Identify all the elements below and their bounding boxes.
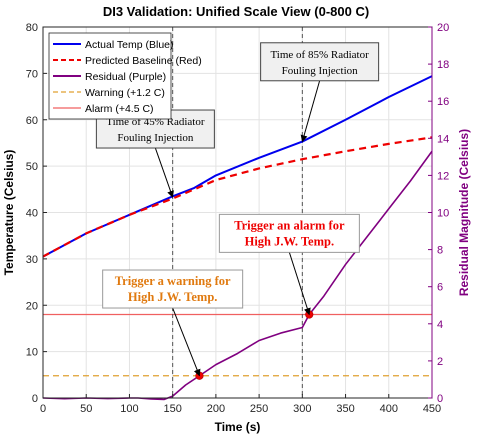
callout-text: Trigger a warning for <box>115 274 231 288</box>
y-left-tick-label: 10 <box>26 347 38 359</box>
x-tick-label: 50 <box>80 403 92 415</box>
y-right-tick-label: 4 <box>437 319 443 331</box>
y-left-tick-label: 50 <box>26 161 38 173</box>
y-axis-left: 0 10 20 30 40 50 60 70 80 <box>26 22 47 405</box>
y-axis-right-label: Residual Magnitude (Celsius) <box>457 129 471 296</box>
y-right-tick-label: 12 <box>437 170 449 182</box>
y-left-tick-label: 0 <box>32 393 38 405</box>
trigger-callout: Trigger a warning for High J.W. Temp. <box>102 269 244 377</box>
y-left-tick-label: 60 <box>26 115 38 127</box>
series-actual-temp-blue <box>42 75 433 258</box>
trigger-callout: Trigger an alarm for High J.W. Temp. <box>218 213 360 316</box>
callout-text: Fouling Injection <box>117 132 194 144</box>
chart-title: DI3 Validation: Unified Scale View (0-80… <box>103 4 369 19</box>
legend-label: Warning (+1.2 C) <box>85 87 165 99</box>
x-axis: 0 50 100 150 200 250 300 350 400 450 <box>40 394 441 415</box>
x-tick-label: 350 <box>336 403 354 415</box>
x-tick-label: 250 <box>250 403 268 415</box>
series-predicted-baseline-red <box>42 136 433 258</box>
legend-label: Actual Temp (Blue) <box>85 39 174 51</box>
trigger-marker <box>305 310 314 319</box>
callout-text: Time of 45% Radiator <box>106 116 205 128</box>
callout-arrow <box>300 80 321 143</box>
reference-lines <box>43 313 432 377</box>
x-tick-label: 0 <box>40 403 46 415</box>
legend-label: Residual (Purple) <box>85 71 166 83</box>
x-tick-label: 400 <box>380 403 398 415</box>
y-right-tick-label: 18 <box>437 59 449 71</box>
y-axis-right: 0 2 4 6 8 10 12 14 16 18 20 <box>428 22 449 405</box>
y-right-tick-label: 14 <box>437 133 449 145</box>
callout-text: High J.W. Temp. <box>128 290 218 304</box>
x-tick-label: 450 <box>423 403 441 415</box>
y-right-tick-label: 0 <box>437 393 443 405</box>
callout-box <box>260 42 380 82</box>
note-callout: Time of 85% Radiator Fouling Injection <box>260 42 380 143</box>
y-left-tick-label: 80 <box>26 22 38 34</box>
callout-text: Fouling Injection <box>282 65 359 77</box>
y-right-tick-label: 2 <box>437 356 443 368</box>
y-right-tick-label: 10 <box>437 208 449 220</box>
callout-arrow <box>154 147 174 198</box>
y-left-tick-label: 70 <box>26 68 38 80</box>
x-tick-label: 150 <box>163 403 181 415</box>
event-lines <box>172 27 303 398</box>
callout-text: High J.W. Temp. <box>245 234 335 248</box>
callout-box <box>218 213 360 253</box>
callout-box <box>102 269 244 309</box>
callout-arrow <box>288 252 311 316</box>
y-right-tick-label: 6 <box>437 282 443 294</box>
x-axis-label: Time (s) <box>215 420 261 434</box>
x-tick-label: 300 <box>293 403 311 415</box>
legend-label: Alarm (+4.5 C) <box>85 103 154 115</box>
legend-label: Predicted Baseline (Red) <box>85 55 202 67</box>
x-tick-label: 100 <box>120 403 138 415</box>
callout-text: Trigger an alarm for <box>234 218 345 232</box>
x-tick-label: 200 <box>207 403 225 415</box>
callout-text: Time of 85% Radiator <box>270 49 369 61</box>
y-right-tick-label: 20 <box>437 22 449 34</box>
legend: Actual Temp (Blue) Predicted Baseline (Re… <box>48 32 202 120</box>
y-axis-left-label: Temperature (Celsius) <box>2 150 16 276</box>
y-right-tick-label: 16 <box>437 96 449 108</box>
y-left-tick-label: 30 <box>26 254 38 266</box>
callout-arrow <box>172 307 201 377</box>
y-left-tick-label: 20 <box>26 300 38 312</box>
y-left-tick-label: 40 <box>26 208 38 220</box>
y-right-tick-label: 8 <box>437 245 443 257</box>
